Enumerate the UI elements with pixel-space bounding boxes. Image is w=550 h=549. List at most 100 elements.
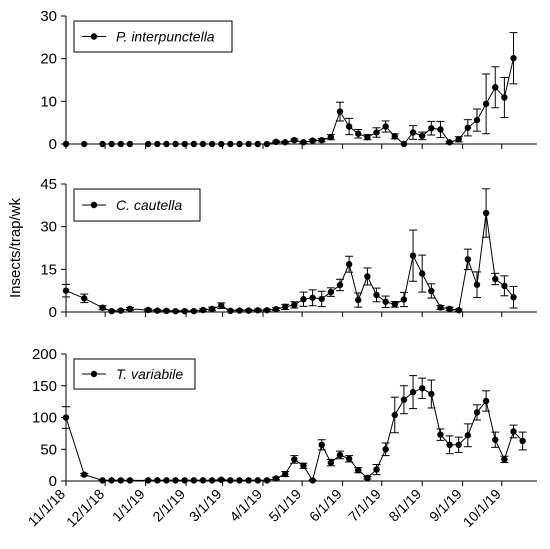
data-point	[482, 397, 490, 405]
legend-marker	[90, 33, 98, 40]
data-point	[199, 306, 207, 314]
data-point	[455, 136, 462, 143]
data-point	[181, 140, 188, 148]
data-point	[492, 84, 499, 91]
data-point	[245, 140, 252, 148]
data-point	[418, 385, 426, 392]
data-point	[126, 140, 134, 148]
data-point	[199, 477, 207, 484]
data-point	[318, 441, 325, 449]
y-tick-label: 50	[40, 441, 57, 458]
legend-1: P. interpunctella	[73, 20, 233, 53]
data-point	[144, 477, 152, 484]
legend-2: C. cautella	[73, 188, 201, 222]
data-point	[181, 477, 188, 484]
data-point	[510, 428, 517, 435]
data-point	[163, 140, 170, 148]
data-point	[345, 123, 353, 130]
data-point	[172, 307, 179, 315]
x-tick-label: 4/1/19	[226, 486, 265, 525]
data-point	[236, 140, 243, 148]
data-point	[464, 256, 472, 263]
data-point	[117, 477, 124, 484]
data-point	[272, 475, 280, 482]
data-point	[409, 129, 417, 136]
data-point	[62, 414, 70, 421]
y-tick-label: 100	[32, 410, 57, 427]
data-point	[473, 281, 481, 288]
data-point	[281, 470, 289, 478]
data-point	[418, 270, 426, 277]
x-tick-label: 7/1/19	[345, 486, 384, 525]
data-point	[208, 140, 216, 148]
data-point	[345, 455, 353, 462]
data-point	[272, 138, 280, 146]
y-tick-label: 0	[49, 304, 57, 321]
y-tick-label: 0	[49, 473, 57, 490]
data-point	[227, 307, 234, 315]
data-point	[208, 477, 216, 484]
y-tick-label: 30	[40, 219, 57, 236]
data-point	[62, 140, 70, 148]
data-point	[364, 474, 371, 482]
y-axis-title: Insects/trap/wk	[7, 197, 24, 298]
data-point	[218, 476, 225, 483]
data-point	[254, 477, 261, 484]
data-point	[355, 467, 362, 474]
data-point	[227, 140, 234, 148]
data-point	[501, 94, 508, 101]
data-point	[99, 477, 106, 484]
data-point	[281, 303, 289, 311]
data-point	[190, 140, 198, 148]
legend-label: P. interpunctella	[116, 29, 215, 45]
data-point	[428, 390, 435, 398]
data-point	[291, 136, 298, 144]
x-tick-label: 1/1/19	[109, 486, 148, 525]
data-point	[81, 471, 88, 478]
data-point	[62, 287, 70, 294]
legend-marker	[90, 370, 98, 378]
data-point	[364, 133, 371, 141]
legend-label: C. cautella	[116, 197, 182, 213]
data-point	[373, 466, 380, 473]
data-point	[181, 307, 188, 315]
data-point	[318, 295, 325, 303]
data-point	[355, 296, 362, 304]
x-tick-label: 8/1/19	[385, 486, 424, 525]
data-point	[446, 305, 453, 313]
data-point	[501, 456, 508, 463]
legend-label: T. variabile	[116, 366, 183, 382]
data-point	[300, 462, 307, 469]
data-point	[300, 139, 307, 146]
data-point	[473, 116, 481, 124]
data-point	[236, 477, 243, 484]
data-point	[172, 140, 179, 148]
data-point	[355, 130, 362, 137]
data-point	[482, 209, 490, 217]
data-point	[281, 139, 289, 146]
data-point	[327, 459, 335, 466]
data-point	[81, 295, 88, 302]
y-tick-label: 150	[32, 378, 57, 395]
data-point	[291, 456, 298, 463]
data-point	[418, 132, 426, 140]
data-point	[108, 477, 115, 484]
series-line	[65, 387, 523, 482]
x-tick-label: 6/1/19	[306, 486, 345, 525]
data-point	[382, 123, 389, 130]
legend-3: T. variabile	[73, 358, 196, 390]
data-point	[154, 307, 161, 314]
data-point	[501, 282, 508, 290]
data-point	[373, 291, 380, 299]
data-point	[154, 140, 161, 148]
x-tick-label: 10/1/19	[460, 486, 504, 530]
data-point	[144, 140, 152, 148]
x-tick-label: 11/1/18	[25, 486, 69, 530]
x-tick-label: 12/1/18	[63, 486, 107, 530]
y-tick-label: 20	[40, 51, 57, 68]
data-point	[144, 306, 152, 314]
y-tick-label: 10	[40, 93, 57, 110]
data-point	[227, 477, 234, 484]
